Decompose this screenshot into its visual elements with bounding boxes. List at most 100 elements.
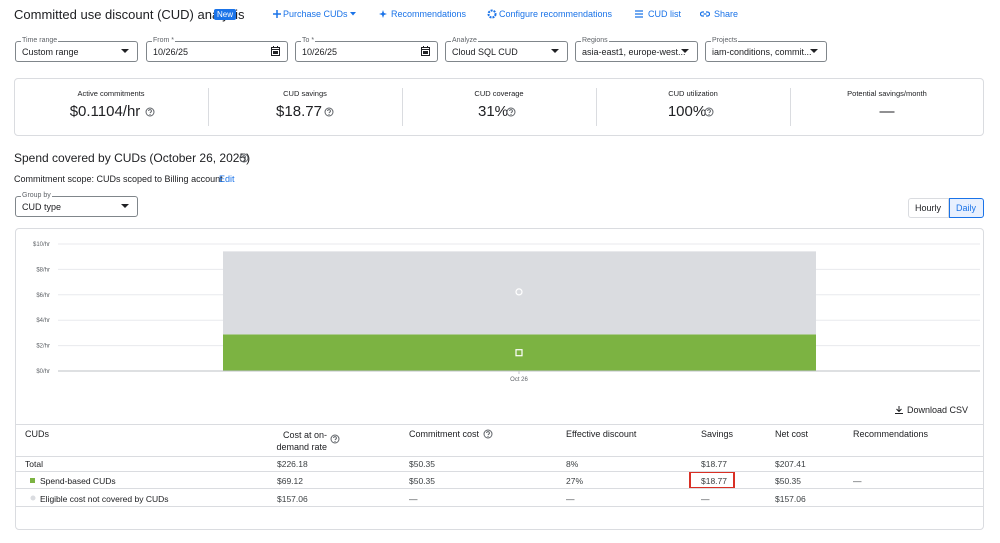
help-icon[interactable] <box>324 107 334 117</box>
help-icon[interactable] <box>239 153 249 163</box>
metric-value: 31% <box>477 103 509 120</box>
filter-field[interactable] <box>15 41 138 62</box>
action-button[interactable]: Configure recommendations <box>499 9 613 19</box>
table-header <box>16 424 983 457</box>
divider <box>402 88 403 126</box>
column-header: Net cost <box>775 429 809 439</box>
table-cell: $69.12 <box>277 476 303 486</box>
row-divider <box>16 488 983 489</box>
y-tick-label: $0/hr <box>36 369 50 375</box>
filter-label: Projects <box>711 37 739 44</box>
toggle-label: Hourly <box>915 203 942 213</box>
edit-link[interactable]: Edit <box>219 174 235 184</box>
bar-marker <box>515 288 523 296</box>
legend-swatch <box>30 495 36 501</box>
help-icon[interactable] <box>483 429 493 439</box>
y-tick-label: $4/hr <box>36 318 50 324</box>
action-icon <box>379 10 387 18</box>
help-icon[interactable] <box>330 434 340 444</box>
table-cell: $226.18 <box>277 459 308 469</box>
help-icon[interactable] <box>145 107 155 117</box>
filter-value: Custom range <box>22 47 79 57</box>
column-header: Cost at on-demand rate <box>276 430 327 452</box>
filter-label: Time range <box>21 37 59 44</box>
action-button[interactable]: Purchase CUDs <box>283 9 348 19</box>
table-cell: $18.77 <box>701 476 727 486</box>
filter-value: iam-conditions, commit... <box>712 47 812 57</box>
table-cell: $157.06 <box>277 494 308 504</box>
bar <box>223 251 816 335</box>
help-icon[interactable] <box>506 107 516 117</box>
action-button[interactable]: CUD list <box>648 9 681 19</box>
calendar-icon <box>421 46 430 56</box>
y-tick-label: $2/hr <box>36 344 50 350</box>
calendar-icon <box>271 46 280 56</box>
table-cell: — <box>409 494 418 504</box>
table-cell: $50.35 <box>409 476 435 486</box>
filter-value: asia-east1, europe-west... <box>582 47 686 57</box>
page-title: Committed use discount (CUD) analysis <box>14 7 245 22</box>
filter-label: Regions <box>581 37 609 44</box>
caret <box>121 49 129 53</box>
table-cell: $50.35 <box>409 459 435 469</box>
metric-label: CUD savings <box>283 89 327 98</box>
badge: New <box>214 9 237 20</box>
row-label: Total <box>25 459 43 469</box>
group-by-select[interactable] <box>15 196 138 217</box>
filter-value: 10/26/25 <box>153 47 189 57</box>
table-cell: — <box>566 494 575 504</box>
group-by-label: Group by <box>21 192 52 199</box>
filter-label: To * <box>301 37 316 44</box>
action-icon <box>487 9 497 19</box>
filter-field[interactable] <box>705 41 827 62</box>
metric-label: CUD coverage <box>474 89 524 98</box>
group-by-value: CUD type <box>22 202 62 212</box>
metric-value: — <box>879 103 895 120</box>
download-icon <box>895 406 903 414</box>
chart-card <box>15 228 984 530</box>
metric-label: Potential savings/month <box>847 89 927 98</box>
help-icon[interactable] <box>704 107 714 117</box>
row-label: Spend-based CUDs <box>40 476 116 486</box>
table-cell: $18.77 <box>701 459 727 469</box>
table-cell: $157.06 <box>775 494 806 504</box>
bar-marker <box>515 349 523 357</box>
divider <box>596 88 597 126</box>
row-divider <box>16 471 983 472</box>
caret <box>350 12 356 16</box>
hourly-toggle[interactable] <box>908 198 949 218</box>
bar <box>223 334 816 371</box>
y-tick-label: $6/hr <box>36 293 50 299</box>
table-cell: 27% <box>566 476 584 486</box>
action-button[interactable]: Recommendations <box>391 9 467 19</box>
metric-value: $18.77 <box>276 103 322 120</box>
y-tick-label: $8/hr <box>36 267 50 273</box>
caret <box>551 49 559 53</box>
caret <box>681 49 689 53</box>
filter-field[interactable] <box>146 41 288 62</box>
daily-toggle[interactable] <box>949 198 984 218</box>
caret <box>121 204 129 208</box>
filter-label: From * <box>152 37 175 44</box>
table-cell: — <box>701 494 710 504</box>
filter-field[interactable] <box>445 41 568 62</box>
column-header: Effective discount <box>566 429 637 439</box>
divider <box>790 88 791 126</box>
section-title: Spend covered by CUDs (October 26, 2025) <box>14 151 251 165</box>
chart: $0/hr $2/hr $4/hr $6/hr $8/hr $10/hr Oct 26 <box>33 242 980 383</box>
filter-label: Analyze <box>451 37 478 44</box>
caret <box>810 49 818 53</box>
row-divider <box>16 506 983 507</box>
table-cell: $50.35 <box>775 476 801 486</box>
column-header: Recommendations <box>853 429 929 439</box>
action-button[interactable]: Share <box>714 9 739 19</box>
x-tick-label: Oct 26 <box>510 377 528 383</box>
divider <box>208 88 209 126</box>
filter-value: 10/26/25 <box>302 47 338 57</box>
metric-label: Active commitments <box>77 89 145 98</box>
scope-text: Commitment scope: CUDs scoped to Billing… <box>14 174 223 184</box>
filter-field[interactable] <box>295 41 438 62</box>
download-csv[interactable]: Download CSV <box>907 405 969 415</box>
filter-field[interactable] <box>575 41 698 62</box>
